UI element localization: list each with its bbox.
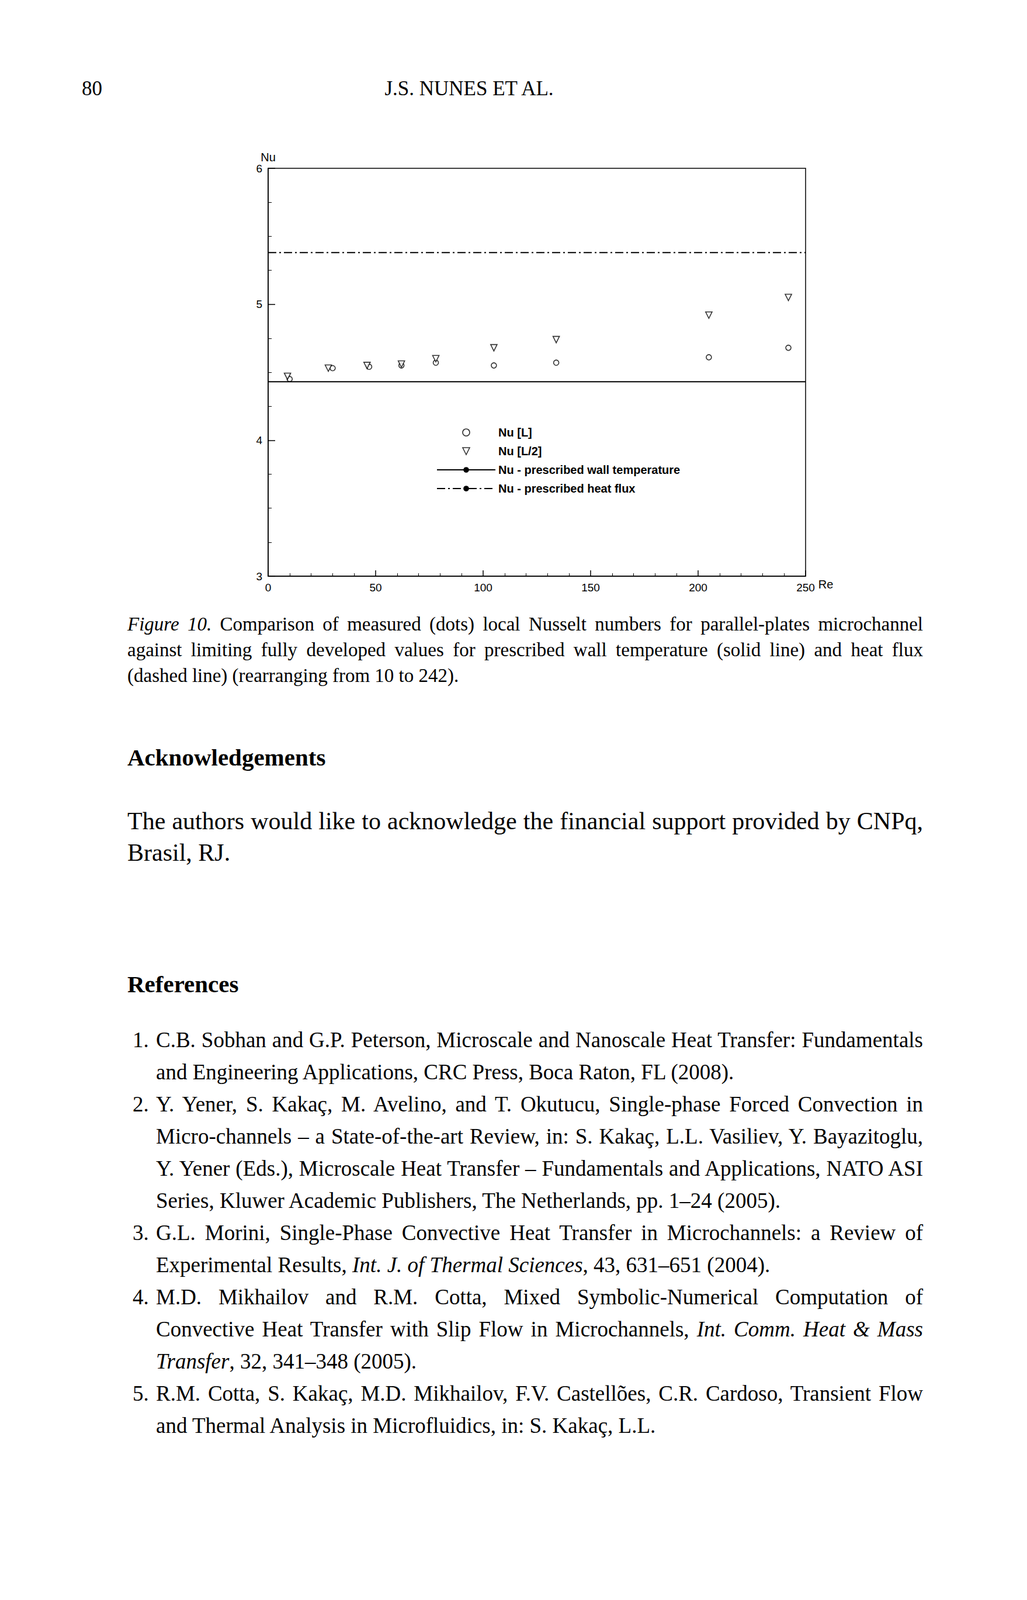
svg-text:150: 150 bbox=[581, 581, 600, 594]
svg-text:Nu - prescribed heat flux: Nu - prescribed heat flux bbox=[498, 481, 636, 495]
svg-text:250: 250 bbox=[796, 581, 815, 594]
svg-text:6: 6 bbox=[255, 162, 263, 175]
svg-text:5: 5 bbox=[255, 297, 263, 311]
html-text:Acknowledgements: Acknowledgements bbox=[127, 743, 326, 771]
svg-text:3: 3 bbox=[255, 570, 263, 583]
html-text:2. Y. Yener, S. Kakaç, M. Avel: 2. Y. Yener, S. Kakaç, M. Avelino, and T… bbox=[132, 1091, 924, 1213]
html-text:The authors would like to ackn: The authors would like to acknowledge th… bbox=[127, 807, 924, 866]
html-text:80: 80 bbox=[81, 77, 103, 100]
svg-text:Re: Re bbox=[818, 577, 834, 591]
svg-text:Nu [L]: Nu [L] bbox=[498, 425, 533, 439]
svg-text:50: 50 bbox=[369, 581, 382, 594]
svg-text:4: 4 bbox=[255, 434, 263, 447]
svg-text:200: 200 bbox=[688, 581, 708, 594]
html-text:1. C.B. Sobhan and G.P. Peters: 1. C.B. Sobhan and G.P. Peterson, Micros… bbox=[132, 1027, 924, 1084]
svg-text:Nu - prescribed wall temperatu: Nu - prescribed wall temperature bbox=[498, 463, 680, 477]
svg-text:0: 0 bbox=[265, 581, 272, 594]
svg-text:Nu [L/2]: Nu [L/2] bbox=[498, 444, 542, 458]
html-text:5. R.M. Cotta, S. Kakaç, M.D.: 5. R.M. Cotta, S. Kakaç, M.D. Mikhailov,… bbox=[132, 1381, 924, 1438]
svg-text:100: 100 bbox=[473, 581, 493, 594]
html-text:3. G.L. Morini, Single-Phase C: 3. G.L. Morini, Single-Phase Convective … bbox=[132, 1220, 924, 1277]
html-text:Figure 10. Comparison of measu: Figure 10. Comparison of measured (dots)… bbox=[127, 613, 924, 686]
svg-text:Nu: Nu bbox=[260, 150, 276, 164]
html-text:4. M.D. Mikhailov and R.M. Cot: 4. M.D. Mikhailov and R.M. Cotta, Mixed … bbox=[132, 1284, 924, 1373]
html-text:References: References bbox=[127, 970, 239, 998]
html-text:J.S. NUNES ET AL.: J.S. NUNES ET AL. bbox=[384, 77, 554, 100]
